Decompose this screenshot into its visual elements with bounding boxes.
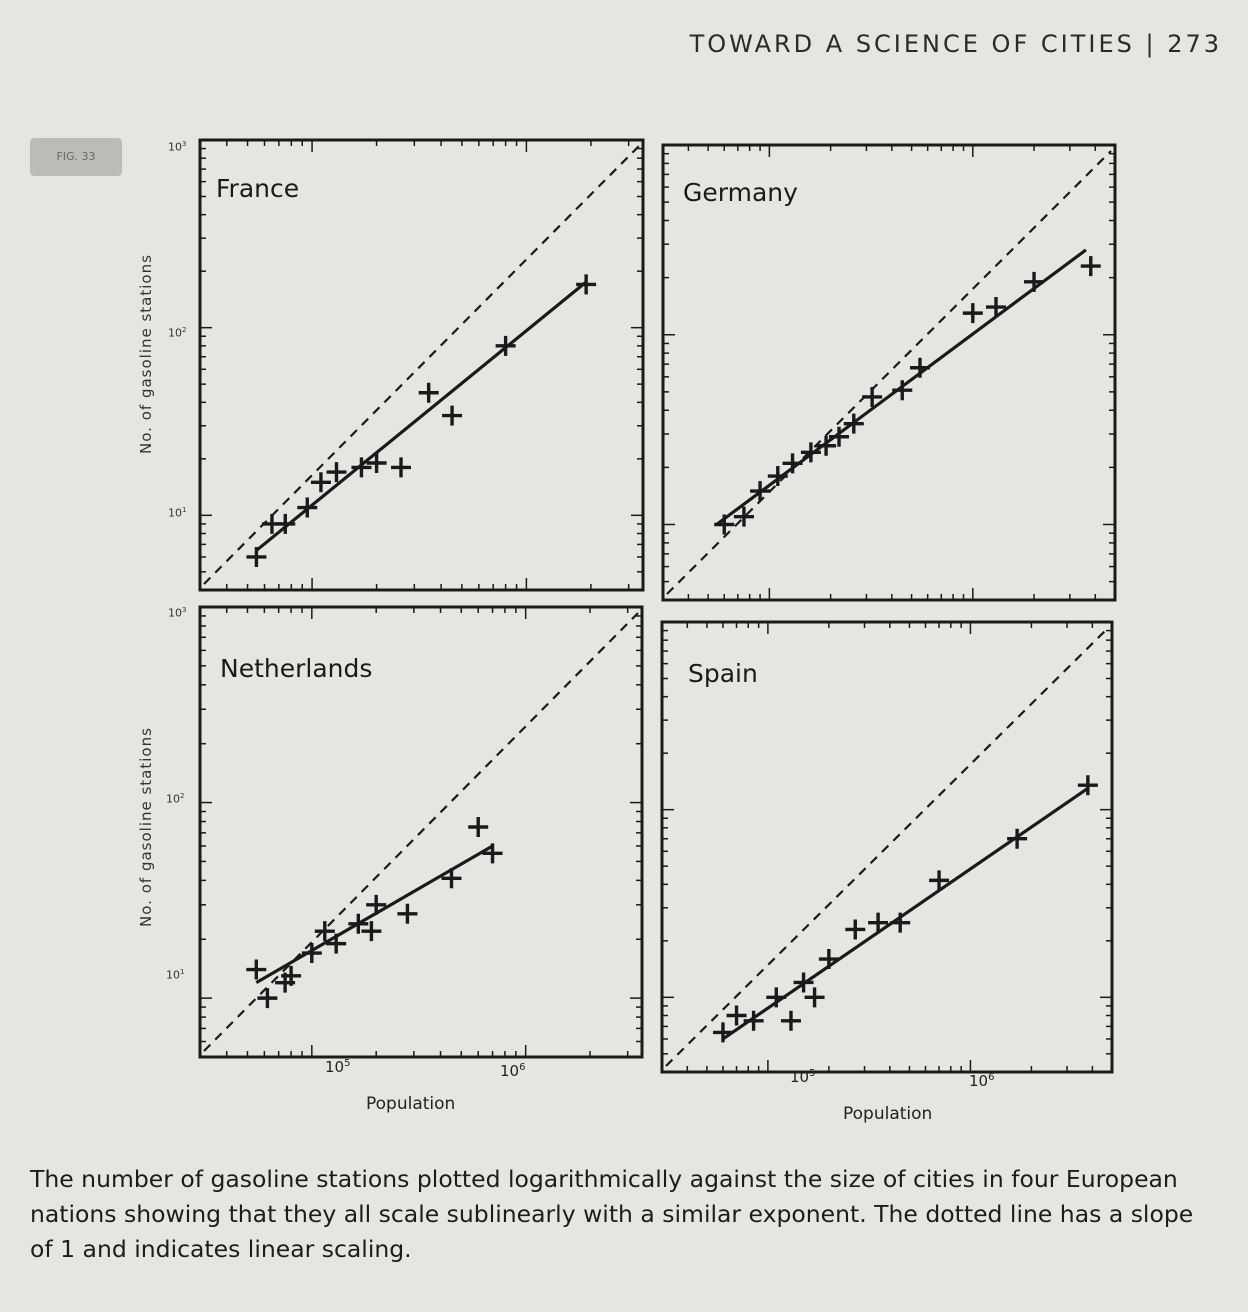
linear-reference-line-netherlands bbox=[203, 612, 639, 1052]
data-point-netherlands bbox=[468, 816, 489, 837]
data-point-netherlands bbox=[257, 988, 278, 1009]
data-point-germany bbox=[962, 303, 983, 324]
data-point-france bbox=[351, 457, 372, 478]
panel-frame-france bbox=[198, 138, 645, 592]
data-point-germany bbox=[892, 380, 913, 401]
panel-title-netherlands: Netherlands bbox=[220, 654, 372, 683]
y-tick-top-1e1: 101 bbox=[168, 506, 187, 520]
data-point-germany bbox=[829, 426, 850, 447]
y-tick-bottom-1e1: 101 bbox=[166, 968, 185, 982]
x-tick-left-1e5: 105 bbox=[325, 1058, 351, 1076]
data-point-spain bbox=[929, 870, 950, 891]
panel-frame-germany bbox=[661, 143, 1117, 602]
data-point-germany bbox=[782, 453, 803, 474]
data-point-netherlands bbox=[482, 843, 503, 864]
data-point-netherlands bbox=[246, 959, 267, 980]
data-point-france bbox=[442, 405, 463, 426]
data-point-germany bbox=[767, 466, 788, 487]
data-point-spain bbox=[780, 1010, 801, 1031]
data-point-france bbox=[366, 453, 387, 474]
y-tick-bottom-1e2: 102 bbox=[166, 792, 185, 806]
data-point-spain bbox=[818, 949, 839, 970]
data-point-germany bbox=[1080, 256, 1101, 277]
data-point-france bbox=[297, 497, 318, 518]
y-tick-top-1e2: 102 bbox=[168, 326, 187, 340]
linear-reference-line-france bbox=[203, 145, 640, 585]
data-point-netherlands bbox=[348, 913, 369, 934]
data-point-france bbox=[418, 382, 439, 403]
data-point-netherlands bbox=[301, 943, 322, 964]
linear-reference-line-germany bbox=[666, 150, 1112, 595]
data-point-spain bbox=[712, 1022, 733, 1043]
data-point-germany bbox=[843, 413, 864, 434]
data-point-germany bbox=[800, 442, 821, 463]
data-point-germany bbox=[909, 357, 930, 378]
data-point-germany bbox=[1024, 271, 1045, 292]
data-point-netherlands bbox=[441, 868, 462, 889]
y-tick-top-1e3: 103 bbox=[168, 140, 187, 154]
data-point-germany bbox=[985, 297, 1006, 318]
x-tick-left-1e6: 106 bbox=[500, 1062, 526, 1080]
data-point-netherlands bbox=[366, 894, 387, 915]
data-point-netherlands bbox=[314, 921, 335, 942]
data-point-germany bbox=[714, 514, 735, 535]
data-point-germany bbox=[733, 506, 754, 527]
x-axis-label-left: Population bbox=[366, 1094, 456, 1114]
data-point-germany bbox=[862, 386, 883, 407]
data-point-germany bbox=[750, 481, 771, 502]
data-point-spain bbox=[743, 1010, 764, 1031]
panel-frame-spain bbox=[660, 620, 1114, 1074]
running-head: TOWARD A SCIENCE OF CITIES | 273 bbox=[689, 30, 1222, 58]
data-point-spain bbox=[890, 912, 911, 933]
y-axis-label-bottom: No. of gasoline stations bbox=[137, 727, 155, 927]
data-point-netherlands bbox=[397, 903, 418, 924]
data-point-germany bbox=[816, 435, 837, 456]
data-point-france bbox=[246, 546, 267, 567]
data-point-netherlands bbox=[326, 933, 347, 954]
data-point-france bbox=[275, 513, 296, 534]
gasoline-stations-figure: France Germany Netherlands Spain bbox=[198, 138, 1117, 1074]
panel-title-spain: Spain bbox=[688, 659, 758, 688]
x-axis-label-right: Population bbox=[843, 1104, 933, 1124]
figure-tag: FIG. 33 bbox=[30, 138, 122, 176]
fit-line-france bbox=[255, 280, 588, 552]
panel-frame-netherlands bbox=[198, 605, 644, 1059]
x-tick-right-1e5: 105 bbox=[790, 1068, 816, 1086]
data-point-france bbox=[326, 462, 347, 483]
x-tick-right-1e6: 106 bbox=[969, 1072, 995, 1090]
panel-title-france: France bbox=[216, 174, 299, 203]
data-point-france bbox=[310, 472, 331, 493]
data-point-spain bbox=[845, 919, 866, 940]
data-point-france bbox=[391, 457, 412, 478]
data-point-france bbox=[576, 274, 597, 295]
data-point-france bbox=[495, 335, 516, 356]
data-point-netherlands bbox=[361, 921, 382, 942]
y-tick-bottom-1e3: 103 bbox=[168, 606, 187, 620]
data-point-netherlands bbox=[281, 965, 302, 986]
data-point-spain bbox=[868, 912, 889, 933]
y-axis-label-top: No. of gasoline stations bbox=[137, 254, 155, 454]
figure-caption: The number of gasoline stations plotted … bbox=[30, 1165, 1194, 1263]
data-point-spain bbox=[766, 987, 787, 1008]
fit-line-netherlands bbox=[255, 844, 494, 985]
data-point-spain bbox=[804, 987, 825, 1008]
panel-title-germany: Germany bbox=[683, 178, 798, 207]
data-point-spain bbox=[726, 1005, 747, 1026]
data-point-spain bbox=[793, 972, 814, 993]
linear-reference-line-spain bbox=[665, 627, 1109, 1067]
data-point-spain bbox=[1077, 775, 1098, 796]
data-point-spain bbox=[1007, 828, 1028, 849]
